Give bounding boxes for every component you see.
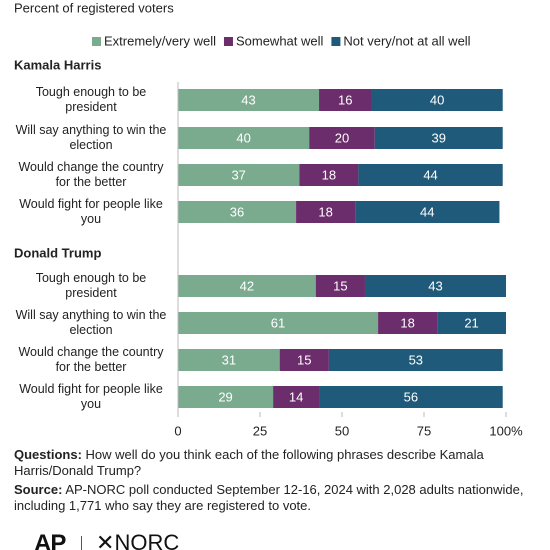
category-label: Will say anything to win the election <box>15 123 167 152</box>
data-label: 36 <box>230 204 244 219</box>
logo-norc-text: NORC <box>114 530 180 550</box>
legend-swatch <box>92 37 101 46</box>
logo-divider <box>81 536 82 550</box>
bar-segment <box>178 89 320 111</box>
category-label: Tough enough to be president <box>35 271 147 300</box>
logo-norc: ✕NORC <box>96 530 179 550</box>
legend-label: Somewhat well <box>236 33 324 48</box>
bar-segment <box>374 127 503 149</box>
data-label: 16 <box>338 92 352 107</box>
bar-segment <box>178 127 310 149</box>
bar-segment <box>378 312 438 334</box>
questions-label: Questions: <box>14 447 82 462</box>
bar-segment <box>328 349 503 371</box>
questions-text: How well do you think each of the follow… <box>14 447 484 478</box>
bar-segment <box>178 201 297 223</box>
data-label: 31 <box>222 352 236 367</box>
category-label: Would fight for people like you <box>19 382 163 411</box>
data-label: 42 <box>240 278 254 293</box>
group-title: Donald Trump <box>14 245 101 260</box>
data-label: 14 <box>289 389 303 404</box>
bar-segment <box>315 275 365 297</box>
category-label: Tough enough to be president <box>35 85 147 114</box>
logo-ap: AP <box>34 530 66 550</box>
data-label: 29 <box>218 389 232 404</box>
data-label: 56 <box>404 389 418 404</box>
bar-segment <box>178 349 280 371</box>
category-label: Would change the country for the better <box>18 160 164 189</box>
data-label: 40 <box>430 92 444 107</box>
legend-label: Not very/not at all well <box>343 33 470 48</box>
bar-segment <box>296 201 356 223</box>
data-label: 61 <box>271 315 285 330</box>
bar-segment <box>309 127 375 149</box>
bar-segment <box>279 349 329 371</box>
source-label: Source: <box>14 482 63 497</box>
source-note: Source: AP-NORC poll conducted September… <box>14 482 529 514</box>
bar-segment <box>437 312 506 334</box>
bar-segment <box>299 164 359 186</box>
source-text: AP-NORC poll conducted September 12-16, … <box>14 482 524 513</box>
group-title: Kamala Harris <box>14 57 101 72</box>
bar-segment <box>178 164 300 186</box>
bar-segment <box>319 89 372 111</box>
x-tick-label: 50 <box>335 423 349 438</box>
data-label: 40 <box>236 130 250 145</box>
data-label: 53 <box>409 352 423 367</box>
data-label: 44 <box>420 204 434 219</box>
category-label: Will say anything to win the election <box>15 308 167 337</box>
data-label: 43 <box>428 278 442 293</box>
category-label: Would fight for people like you <box>19 197 163 226</box>
data-label: 15 <box>333 278 347 293</box>
bar-segment <box>355 201 500 223</box>
data-label: 18 <box>322 167 336 182</box>
data-label: 15 <box>297 352 311 367</box>
bar-segment <box>178 312 379 334</box>
data-label: 44 <box>423 167 437 182</box>
questions-note: Questions: How well do you think each of… <box>14 447 529 479</box>
logo-star: ✕ <box>96 530 115 550</box>
data-label: 18 <box>400 315 414 330</box>
data-label: 20 <box>335 130 349 145</box>
x-tick-label: 100% <box>489 423 523 438</box>
data-label: 21 <box>464 315 478 330</box>
bar-segment <box>364 275 506 297</box>
bar-segment <box>178 386 274 408</box>
x-tick-label: 75 <box>417 423 431 438</box>
category-label: Would change the country for the better <box>18 345 164 374</box>
bar-segment <box>371 89 503 111</box>
legend-swatch <box>223 37 233 46</box>
bar-segment <box>273 386 320 408</box>
legend-label: Extremely/very well <box>104 33 216 48</box>
bar-segment <box>358 164 503 186</box>
bar-segment <box>178 275 316 297</box>
bar-segment <box>319 386 503 408</box>
x-tick-label: 0 <box>174 423 181 438</box>
data-label: 37 <box>231 167 245 182</box>
legend-swatch <box>331 37 341 46</box>
data-label: 43 <box>241 92 255 107</box>
chart-subtitle: Percent of registered voters <box>14 0 174 15</box>
x-tick-label: 25 <box>253 423 267 438</box>
data-label: 39 <box>432 130 446 145</box>
data-label: 18 <box>318 204 332 219</box>
